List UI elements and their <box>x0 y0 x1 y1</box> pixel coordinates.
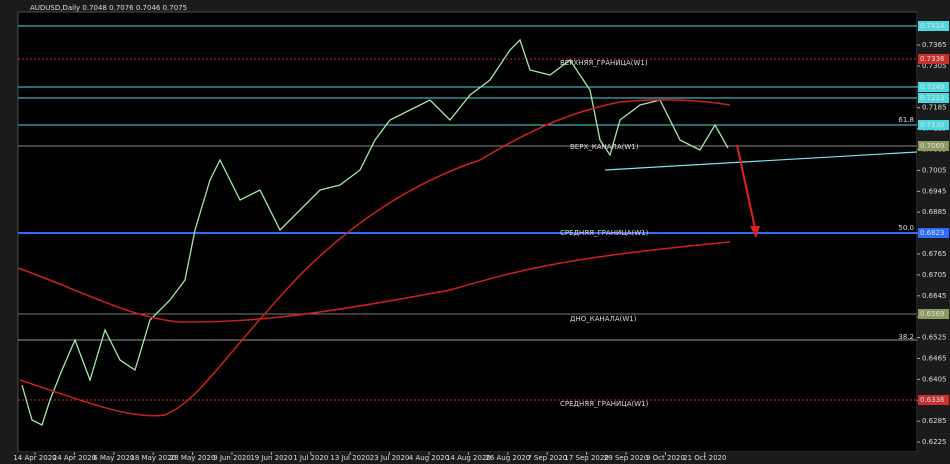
chart-header: AUDUSD,Daily 0.7048 0.7076 0.7046 0.7075 <box>30 4 187 12</box>
price-label: 0.6525 <box>922 334 947 342</box>
level-label-box <box>918 93 949 103</box>
level-label-box <box>918 54 949 64</box>
price-path <box>21 38 729 426</box>
date-label: 26 Aug 2020 <box>485 454 530 462</box>
date-label: 28 May 2020 <box>170 454 216 462</box>
price-label: 0.7365 <box>922 41 947 49</box>
level-label: 0.6336 <box>920 396 945 404</box>
price-label: 0.7185 <box>922 104 947 112</box>
date-label: 18 May 2020 <box>130 454 176 462</box>
price-label: 0.6405 <box>922 375 947 383</box>
levels <box>18 25 917 401</box>
date-label: 21 Oct 2020 <box>683 454 726 462</box>
date-label: 17 Sep 2020 <box>564 454 608 462</box>
level-label: 0.7213 <box>920 94 945 102</box>
level-label: 0.6569 <box>920 310 945 318</box>
date-label: 9 Jun 2020 <box>213 454 251 462</box>
price-label: 0.6225 <box>922 438 947 446</box>
date-label: 29 Sep 2020 <box>604 454 648 462</box>
arrow <box>736 144 756 229</box>
date-label: 23 Jul 2020 <box>370 454 410 462</box>
date-label: 13 Jul 2020 <box>330 454 370 462</box>
price-label: 0.6705 <box>922 271 947 279</box>
fib-label: 38.2 <box>898 333 914 341</box>
moving-average <box>19 99 731 417</box>
level-label-box <box>918 228 949 238</box>
level-label-box <box>918 395 949 405</box>
date-label: 9 Oct 2020 <box>646 454 685 462</box>
fib-label: 50.0 <box>898 224 914 232</box>
date-label: 6 May 2020 <box>93 454 134 462</box>
trend-line <box>604 151 918 171</box>
line-label: ВЕРХНЯЯ_ГРАНИЦА(W1) <box>560 59 648 67</box>
line-label: СРЕДНЯЯ_ГРАНИЦА(W1) <box>560 229 649 237</box>
moving-average <box>17 241 731 323</box>
level-label-box <box>918 309 949 319</box>
level-label-box <box>918 120 949 130</box>
level-label: 0.7336 <box>920 55 945 63</box>
date-label: 24 Apr 2020 <box>53 454 96 462</box>
line-label: СРЕДНЯЯ_ГРАНИЦА(W1) <box>560 400 649 408</box>
level-label: 0.7249 <box>920 83 945 91</box>
level-label-box <box>918 82 949 92</box>
date-label: 1 Jul 2020 <box>293 454 328 462</box>
price-label: 0.7305 <box>922 62 947 70</box>
date-axis <box>0 452 917 464</box>
date-label: 14 Apr 2020 <box>13 454 56 462</box>
date-label: 7 Sep 2020 <box>527 454 567 462</box>
price-label: 0.7005 <box>922 166 947 174</box>
level-label-box <box>918 141 949 151</box>
line-label: ДНО_КАНАЛА(W1) <box>570 315 637 323</box>
arrow-head <box>750 226 760 238</box>
level-label: 0.7130 <box>920 121 945 129</box>
level-label: 0.7069 <box>920 142 945 150</box>
price-label: 0.6645 <box>922 292 947 300</box>
price-label: 0.6885 <box>922 208 947 216</box>
date-label: 14 Aug 2020 <box>446 454 491 462</box>
price-label: 0.6765 <box>922 250 947 258</box>
price-label: 0.6945 <box>922 187 947 195</box>
price-label: 0.6285 <box>922 417 947 425</box>
fib-label: 61.8 <box>898 116 914 124</box>
level-label-box <box>918 21 949 31</box>
date-label: 19 Jun 2020 <box>250 454 292 462</box>
date-label: 4 Aug 2020 <box>409 454 449 462</box>
level-label: 0.6823 <box>920 229 945 237</box>
level-label: 0.7414 <box>920 22 945 30</box>
line-label: ВЕРХ_КАНАЛА(W1) <box>570 143 639 151</box>
price-label: 0.6465 <box>922 355 947 363</box>
